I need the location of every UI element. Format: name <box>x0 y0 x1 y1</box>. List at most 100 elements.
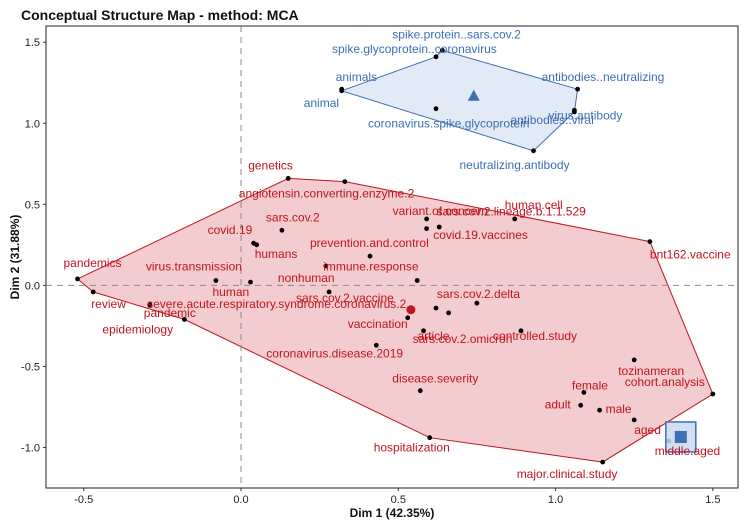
point-disease-severity <box>417 388 423 394</box>
point-vaccination <box>405 315 411 321</box>
label-covid-19: covid.19 <box>208 223 253 237</box>
point-tozinameran <box>631 357 637 363</box>
label-vaccination: vaccination <box>348 317 408 331</box>
label-sars-cov-2-lineage-b-1-1-529: sars.cov.2.lineage.b.1.1.529 <box>437 205 587 219</box>
x-tick-label: -0.5 <box>74 494 93 506</box>
point-sars-cov-2 <box>279 227 285 233</box>
y-tick-label: 0.0 <box>25 280 40 292</box>
point-controlled-study <box>518 328 524 334</box>
label-antibodies-neutralizing: antibodies..neutralizing <box>542 70 665 84</box>
point-pandemic <box>147 302 153 308</box>
point-female <box>581 390 587 395</box>
point-antibodies-neutralizing <box>575 86 580 92</box>
point-animals <box>339 86 345 92</box>
point-variant-of-concern <box>424 216 429 222</box>
label-sars-cov-2-omicron: sars.cov.2.omicron <box>413 332 513 346</box>
y-axis-title: Dim 2 (31.88%) <box>8 215 22 300</box>
label-major-clinical-study: major.clinical.study <box>517 467 618 481</box>
x-axis-title: Dim 1 (42.35%) <box>350 506 435 520</box>
point-virus-transmission <box>213 278 219 283</box>
point-sars-cov-2-vaccine <box>433 305 439 311</box>
label-pandemic: pandemic <box>144 306 196 320</box>
point-angiotensin-converting-enzyme-2 <box>342 179 348 185</box>
label-female: female <box>572 378 608 392</box>
cluster-hull-1 <box>76 177 714 463</box>
point-genetics <box>285 176 291 181</box>
x-axis-ticks: -0.5 0.0 0.5 1.0 1.5 <box>74 488 720 506</box>
label-male: male <box>606 402 632 416</box>
point-bnt162-vaccine <box>647 239 653 245</box>
point-sars-cov-2-omicron <box>446 310 451 316</box>
label-severe-acute-respiratory-syndrome-coronavirus-2: severe.acute.respiratory.syndrome.corona… <box>147 297 407 311</box>
label-disease-severity: disease.severity <box>392 372 478 386</box>
label-pandemics: pandemics <box>64 256 122 270</box>
label-covid-19-vaccines: covid.19.vaccines <box>433 228 528 242</box>
label-review: review <box>91 297 126 311</box>
label-animals: animals <box>336 70 377 84</box>
point-covid-19 <box>251 240 256 246</box>
label-tozinameran: tozinameran <box>618 364 684 378</box>
label-cohort-analysis: cohort.analysis <box>625 375 705 389</box>
centroid-cluster-2 <box>467 89 480 101</box>
label-sars-cov-2-delta: sars.cov.2.delta <box>437 287 520 301</box>
label-animal: animal <box>304 96 339 110</box>
point-cohort-analysis <box>710 391 716 397</box>
label-coronavirus-disease-2019: coronavirus.disease.2019 <box>266 346 403 360</box>
point-nonhuman <box>323 263 329 269</box>
label-human-cell: human.cell <box>505 198 563 212</box>
centroid-cluster-3 <box>674 430 687 443</box>
reference-lines <box>46 26 738 488</box>
label-coronavirus-spike-glycoprotein: coronavirus.spike.glycoprotein <box>368 117 529 131</box>
y-tick-label: 1.0 <box>25 118 40 130</box>
point-review <box>90 289 96 295</box>
x-tick-label: 0.0 <box>233 494 248 506</box>
label-virus-antibody: virus.antibody <box>548 108 622 122</box>
y-axis-ticks: -1.0 -0.5 0.0 0.5 1.0 1.5 <box>21 37 46 454</box>
label-variant-of-concern: variant.of.concern <box>393 204 488 218</box>
label-article: article <box>418 329 450 343</box>
point-sars-cov-2-delta <box>474 300 480 306</box>
y-tick-label: -1.0 <box>21 442 40 454</box>
y-tick-label: 0.5 <box>25 199 40 211</box>
point-spike-glycoprotein-coronavirus <box>433 54 439 60</box>
label-neutralizing-antibody: neutralizing.antibody <box>460 158 570 172</box>
point-severe-acute-respiratory-syndrome-coronavirus-2 <box>326 289 332 295</box>
point-major-clinical-study <box>600 459 606 465</box>
label-immune-response: immune.response <box>323 260 419 274</box>
label-bnt162-vaccine: bnt162.vaccine <box>650 248 731 262</box>
label-human: human <box>213 285 250 299</box>
label-angiotensin-converting-enzyme-2: angiotensin.converting.enzyme.2 <box>239 187 415 201</box>
point-spike-protein-sars-cov-2 <box>439 47 445 53</box>
label-genetics: genetics <box>248 158 293 172</box>
point-epidemiology <box>182 317 187 322</box>
labels-layer: pandemics review pandemic epidemiology virus… <box>64 27 731 481</box>
label-spike-glycoprotein-coronavirus: spike.glycoprotein..coronavirus <box>332 42 497 56</box>
cluster-hulls <box>76 49 714 463</box>
point-aged <box>631 417 637 423</box>
point-coronavirus-disease-2019 <box>373 342 379 348</box>
chart-title: Conceptual Structure Map - method: MCA <box>21 7 299 23</box>
label-prevention-and-control: prevention.and.control <box>310 236 429 250</box>
centroid-cluster-1 <box>406 305 416 315</box>
point-neutralizing-antibody <box>531 148 536 154</box>
point-virus-antibody <box>572 107 577 113</box>
point-pandemics <box>75 276 80 282</box>
point-immune-response <box>414 278 420 283</box>
label-adult: adult <box>545 397 572 411</box>
label-sars-cov-2: sars.cov.2 <box>266 210 320 224</box>
point-sars-cov-2-lineage-b-1-1-529 <box>424 226 429 232</box>
label-controlled-study: controlled.study <box>493 329 577 343</box>
point-hospitalization <box>427 435 433 441</box>
point-male <box>597 407 602 413</box>
point-coronavirus-spike-glycoprotein <box>433 106 439 112</box>
point-human-cell <box>512 216 518 222</box>
y-tick-label: -0.5 <box>21 361 40 373</box>
label-spike-protein-sars-cov-2: spike.protein..sars.cov.2 <box>392 27 521 41</box>
y-tick-label: 1.5 <box>25 37 40 49</box>
label-humans: humans <box>255 247 298 261</box>
x-tick-label: 1.5 <box>705 494 720 506</box>
label-virus-transmission: virus.transmission <box>146 260 242 274</box>
x-tick-label: 0.5 <box>391 494 406 506</box>
point-prevention-and-control <box>367 253 373 259</box>
